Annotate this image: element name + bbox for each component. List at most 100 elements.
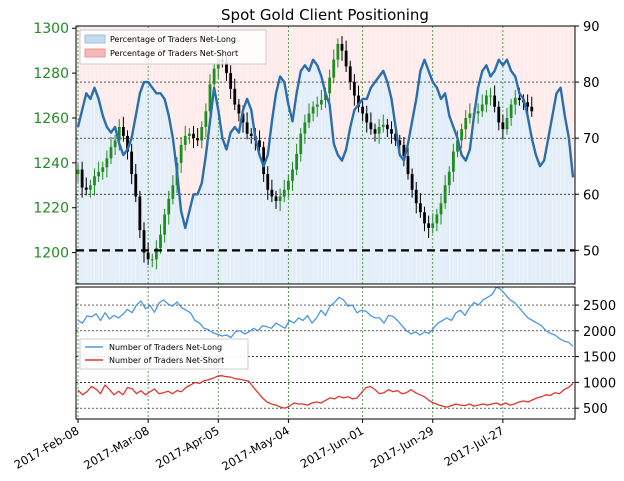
candle-body [509,104,513,118]
candle-body [307,113,311,123]
candle-body [513,97,517,105]
candle-body [319,100,323,105]
candle-body [154,248,158,260]
candle-body [451,151,455,172]
candle-body [130,151,134,175]
x-tick-label: 2017-Apr-05 [153,423,222,471]
right-tick-label: 60 [583,188,600,203]
candle-body [530,106,534,112]
right-tick-label: 90 [583,20,600,35]
bottom-right-tick-label: 500 [583,402,608,417]
candle-body [163,214,167,235]
candle-body [427,223,431,228]
bottom-legend: Number of Traders Net-Long Number of Tra… [79,338,249,370]
candle-body [497,106,501,123]
candle-body [262,147,266,175]
chart-title: Spot Gold Client Positioning [221,6,429,24]
candle-body [484,95,488,105]
candle-body [390,129,393,134]
candle-body [237,104,241,114]
candle-body [208,84,212,112]
candle-body [80,169,84,188]
candle-body [113,140,117,148]
candle-body [291,169,294,181]
candle-body [299,133,303,154]
candle-body [423,212,426,224]
candle-body [460,129,464,141]
candle-body [159,234,162,249]
top-legend: Percentage of Traders Net-Long Percentag… [79,29,267,65]
candle-body [233,88,237,105]
legend-swatch-net-long-pct [84,34,106,44]
candle-body [241,113,245,123]
candle-body [97,171,101,177]
x-tick-label: 2017-May-04 [219,423,292,473]
legend-label-net-short-count: Number of Traders Net-Short [109,356,224,365]
candle-body [377,126,381,134]
candle-body [134,174,138,197]
legend-label-net-long-pct: Percentage of Traders Net-Long [110,35,236,44]
candle-body [369,122,373,130]
bottom-panel: 500 1000 1500 2000 2500 Number of Traders Ne… [75,286,616,420]
candle-body [406,156,410,175]
top-panel-frame [75,25,576,285]
candle-body [526,102,530,107]
candle-body [76,169,80,175]
candle-body [435,214,439,224]
bottom-right-tick-label: 1500 [583,351,616,366]
left-tick-label: 1280 [33,66,69,82]
candle-body [183,135,187,145]
candle-body [105,158,109,168]
candle-body [464,117,468,130]
candle-body [315,104,319,107]
count-line-number-of-traders-net-long [77,287,574,347]
candle-body [88,185,92,190]
candle-body [303,122,307,134]
candle-body [138,196,142,231]
candle-body [109,147,113,159]
candle-body [402,144,406,157]
candle-body [101,167,105,172]
candle-body [418,203,422,213]
candle-body [505,117,509,130]
left-tick-label: 1240 [33,156,69,172]
candle-body [121,126,125,136]
right-tick-label: 70 [583,132,600,147]
candle-body [167,198,171,215]
candle-body [142,230,146,253]
top-panel: 1200 1220 1240 1260 1280 1300 50 60 70 80 90 Perc… [33,20,600,285]
left-tick-label: 1220 [33,201,69,217]
bottom-legend-box [79,338,249,370]
candle-body [373,129,377,134]
candle-body [365,113,369,123]
candle-body [311,106,315,114]
candle-body [171,185,175,199]
legend-label-net-short-pct: Percentage of Traders Net-Short [110,49,238,58]
candle-body [266,174,270,190]
left-tick-label: 1300 [33,21,69,37]
candle-body [150,259,154,261]
candle-body [225,61,228,74]
candle-body [270,189,274,197]
x-tick-label: 2017-Jul-27 [442,423,507,468]
candle-body [146,252,150,260]
candle-body [282,189,286,197]
top-legend-box [79,29,267,65]
x-tick-label: 2017-Mar-08 [81,423,151,472]
candle-body [489,95,492,97]
candle-body [344,50,348,67]
x-tick-label: 2017-Jun-29 [368,423,436,471]
candle-body [295,153,299,170]
right-tick-label: 50 [583,244,600,259]
legend-swatch-net-short-pct [84,48,106,58]
candle-body [357,95,360,107]
net-long-pct-line [76,58,575,230]
left-tick-label: 1260 [33,111,69,127]
candle-body [332,59,336,78]
candle-body [476,111,480,114]
candle-body [431,223,435,228]
candle-body [361,106,365,114]
candle-body [93,176,96,186]
